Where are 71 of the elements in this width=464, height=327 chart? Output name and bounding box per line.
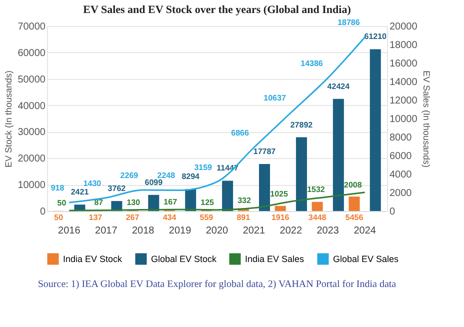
y2-tick-label: 18000 xyxy=(390,40,418,51)
data-label: 332 xyxy=(238,196,252,205)
y-tick-label: 50000 xyxy=(18,74,46,86)
data-label: 559 xyxy=(200,213,214,222)
data-label: 50 xyxy=(54,213,64,222)
y2-tick-label: 6000 xyxy=(390,151,412,162)
x-tick-label: 2018 xyxy=(132,226,155,236)
data-label: 17787 xyxy=(253,146,276,156)
y2-tick-label: 10000 xyxy=(390,114,418,125)
legend-label: Global EV Stock xyxy=(151,254,218,264)
data-label: 42424 xyxy=(327,82,350,91)
y-tick-label: 0 xyxy=(40,206,46,218)
y2-tick-label: 20000 xyxy=(390,22,418,32)
data-label: 1532 xyxy=(307,184,326,194)
y2-tick-label: 12000 xyxy=(390,96,418,106)
x-tick-label: 2022 xyxy=(280,226,302,236)
data-label: 434 xyxy=(162,213,177,222)
y2-tick-label: 14000 xyxy=(390,77,418,88)
data-label: 3159 xyxy=(194,162,213,172)
legend-label: India EV Stock xyxy=(63,254,123,264)
data-label: 167 xyxy=(164,197,178,206)
data-label: 3762 xyxy=(108,184,126,194)
y2-tick-label: 4000 xyxy=(390,170,412,180)
y-tick-label: 60000 xyxy=(18,48,46,59)
data-label: 1916 xyxy=(271,213,290,222)
data-label: 2248 xyxy=(157,171,176,180)
legend-label: Global EV Sales xyxy=(333,254,400,264)
data-label: 18786 xyxy=(338,18,360,28)
y-tick-label: 40000 xyxy=(18,100,46,112)
data-label: 27892 xyxy=(290,120,314,130)
data-label: 891 xyxy=(236,213,251,222)
data-label: 50 xyxy=(57,198,67,208)
data-label: 1025 xyxy=(270,190,288,199)
y-tick-label: 30000 xyxy=(18,127,46,138)
data-label: 918 xyxy=(50,184,65,193)
data-label: 125 xyxy=(200,198,215,207)
data-label: 267 xyxy=(126,213,140,222)
y-axis-title: EV Stock (In thousands) xyxy=(4,70,14,168)
data-label: 10637 xyxy=(264,94,286,103)
x-tick-label: 2016 xyxy=(58,226,81,236)
legend-label: India EV Sales xyxy=(245,254,305,264)
data-label: 2421 xyxy=(70,188,90,197)
data-label: 6099 xyxy=(144,178,164,187)
x-tick-label: 2017 xyxy=(95,226,118,236)
y2-tick-label: 0 xyxy=(390,206,396,218)
x-tick-label: 2019 xyxy=(168,226,192,236)
data-label: 61210 xyxy=(364,32,388,42)
y2-tick-label: 16000 xyxy=(390,58,418,70)
chart-title: EV Sales and EV Stock over the years (Global and India) xyxy=(83,4,352,16)
y2-tick-label: 8000 xyxy=(390,132,412,144)
data-label: 1430 xyxy=(83,178,102,188)
y-tick-label: 20000 xyxy=(18,154,46,165)
data-label: 6866 xyxy=(231,128,250,138)
x-tick-label: 2023 xyxy=(316,226,340,236)
x-tick-label: 2020 xyxy=(206,226,229,236)
data-label: 2269 xyxy=(120,171,139,180)
y2-axis-title: EV Sales (In thousands) xyxy=(421,70,432,168)
source-note: Source: 1) IEA Global EV Data Explorer for global data, 2) VAHAN Portal for India data xyxy=(38,279,397,290)
data-label: 87 xyxy=(94,198,104,208)
x-tick-label: 2021 xyxy=(242,226,266,236)
y2-tick-label: 2000 xyxy=(390,188,412,199)
data-label: 5456 xyxy=(345,213,364,222)
y-tick-label: 70000 xyxy=(18,22,46,32)
data-label: 3448 xyxy=(308,213,327,222)
x-tick-label: 2024 xyxy=(354,226,376,236)
data-label: 14386 xyxy=(300,58,324,68)
data-label: 2008 xyxy=(344,180,362,190)
data-label: 8294 xyxy=(182,172,200,182)
data-label: 130 xyxy=(126,198,141,207)
y-tick-label: 10000 xyxy=(18,180,46,192)
data-label: 137 xyxy=(88,213,103,222)
